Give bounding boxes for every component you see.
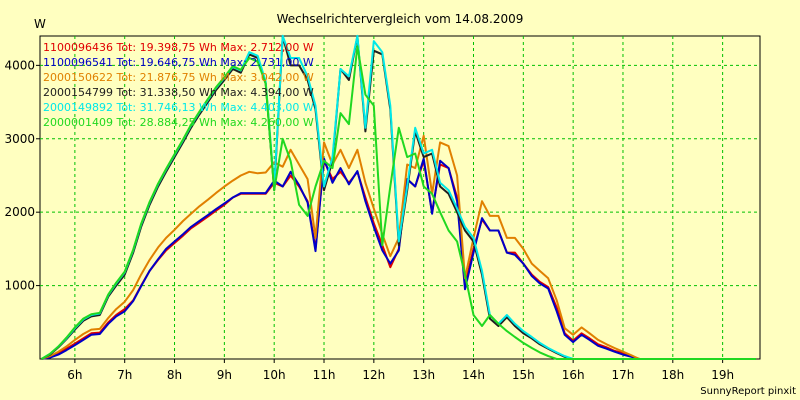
series-line-2000001409: [40, 45, 756, 360]
x-tick-label: 19h: [711, 368, 734, 382]
grid: [40, 36, 760, 359]
legend-entry-1100096436: 1100096436 Tot: 19.398,75 Wh Max: 2.712,…: [43, 41, 314, 54]
x-tick-label: 17h: [612, 368, 635, 382]
y-axis: 1000 2000 3000 4000: [4, 58, 40, 293]
x-axis: 6h 7h 8h 9h 10h 11h 12h 13h 14h 15h 16h 17h 18h 19h: [67, 359, 734, 382]
x-tick-label: 7h: [117, 368, 132, 382]
plot-area: [39, 35, 761, 360]
x-tick-label: 10h: [263, 368, 286, 382]
footer-credit: SunnyReport pinxit: [700, 386, 796, 397]
legend-entry-2000001409: 2000001409 Tot: 28.884,25 Wh Max: 4.260,…: [43, 116, 314, 129]
y-tick-label: 4000: [4, 58, 35, 72]
y-tick-label: 1000: [4, 279, 35, 293]
y-tick-label: 2000: [4, 205, 35, 219]
x-tick-label: 13h: [412, 368, 435, 382]
legend-entry-1100096541: 1100096541 Tot: 19.646,75 Wh Max: 2.731,…: [43, 56, 314, 69]
x-tick-label: 11h: [313, 368, 336, 382]
x-tick-label: 16h: [562, 368, 585, 382]
x-tick-label: 12h: [362, 368, 385, 382]
x-tick-label: 9h: [217, 368, 232, 382]
legend: 1100096436 Tot: 19.398,75 Wh Max: 2.712,…: [43, 41, 314, 129]
legend-entry-2000149892: 2000149892 Tot: 31.746,13 Wh Max: 4.403,…: [43, 101, 314, 114]
x-tick-label: 6h: [67, 368, 82, 382]
x-tick-label: 14h: [462, 368, 485, 382]
x-tick-label: 8h: [167, 368, 182, 382]
legend-entry-2000154799: 2000154799 Tot: 31.338,50 Wh Max: 4.394,…: [43, 86, 314, 99]
series-lines: [40, 34, 756, 360]
chart-title: Wechselrichtervergleich vom 14.08.2009: [277, 12, 524, 26]
y-axis-label: W: [34, 17, 46, 31]
y-tick-label: 3000: [4, 132, 35, 146]
legend-entry-2000150622: 2000150622 Tot: 21.876,75 Wh Max: 3.042,…: [43, 71, 314, 84]
x-tick-label: 18h: [661, 368, 684, 382]
x-tick-label: 15h: [512, 368, 535, 382]
